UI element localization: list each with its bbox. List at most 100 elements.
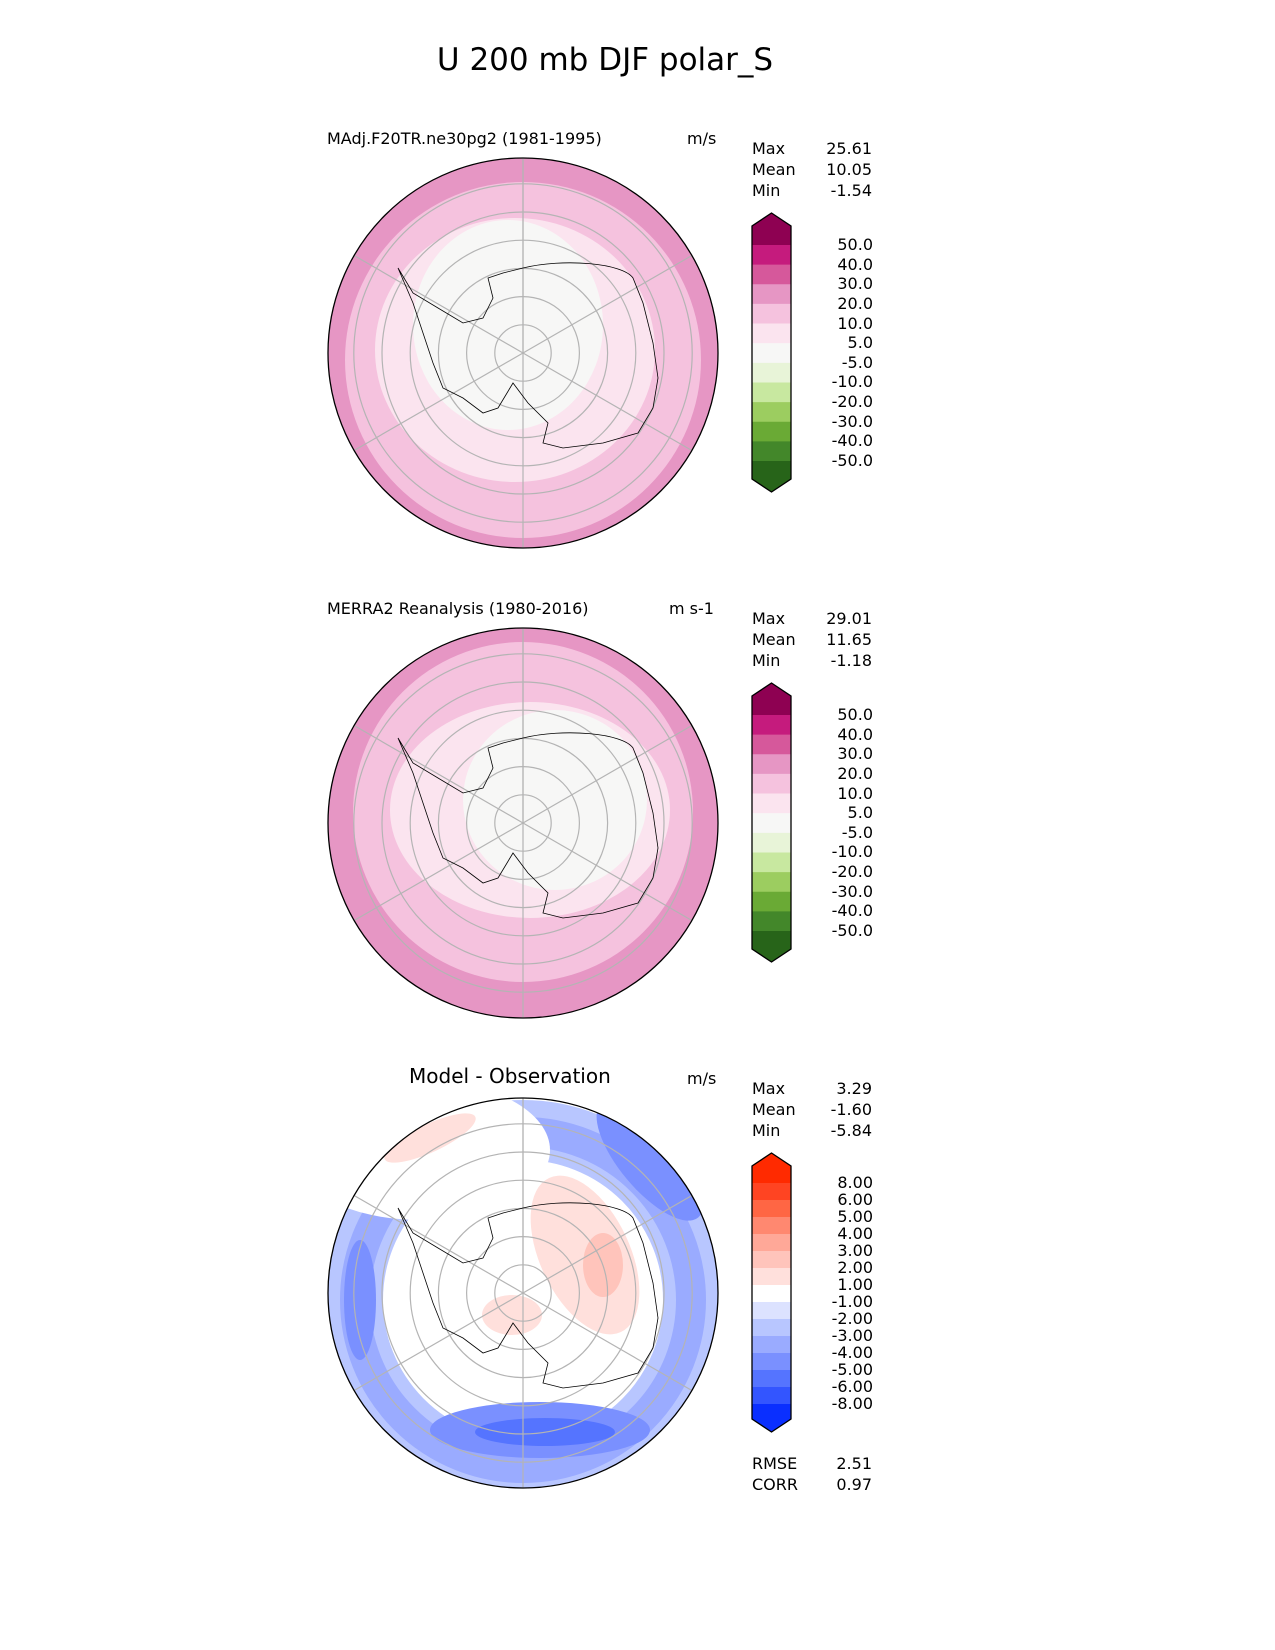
colorbar-tick-label: -30.0 (831, 411, 873, 431)
panel-2-title: MERRA2 Reanalysis (1980-2016) (327, 599, 589, 618)
max-value: 29.01 (826, 609, 872, 628)
colorbar-segment (752, 931, 791, 962)
colorbar-tick-label: 6.00 (837, 1190, 873, 1209)
colorbar-tick-label: 4.00 (837, 1224, 873, 1243)
colorbar-tick-label: 50.0 (837, 235, 873, 254)
colorbar-segment (752, 1404, 791, 1432)
colorbar-segment (752, 1302, 791, 1320)
max-label: Max (752, 139, 786, 158)
min-value: -1.18 (830, 651, 872, 670)
colorbar-segment (752, 362, 791, 383)
meridian-line (353, 822, 524, 922)
colorbar-tick-label: -40.0 (831, 901, 873, 921)
meridian-line (522, 352, 693, 452)
colorbar-segment (752, 402, 791, 423)
colorbar-segment (752, 1183, 791, 1201)
panel-1-stats: Max 25.61 Mean 10.05 Min -1.54 (752, 138, 872, 201)
rmse-label: RMSE (752, 1454, 798, 1473)
colorbar-tick-label: 1.00 (837, 1275, 873, 1294)
colorbar-tick-label: 10.0 (837, 313, 873, 333)
colorbar-tick-label: 8.00 (837, 1173, 873, 1192)
meridian-line (522, 1292, 693, 1392)
colorbar-tick-label: -10.0 (831, 372, 873, 392)
colorbar-segment (752, 303, 791, 325)
min-label: Min (752, 181, 781, 200)
panel-1-units: m/s (687, 129, 717, 148)
corr-label: CORR (752, 1475, 798, 1494)
colorbar-segment (752, 1370, 791, 1388)
max-label: Max (752, 609, 786, 628)
colorbar-tick-label: 30.0 (837, 274, 873, 294)
panel-3-metrics: RMSE 2.51 CORR 0.97 (752, 1453, 872, 1495)
colorbar-tick-label: -5.00 (831, 1360, 873, 1379)
meridian-line (353, 1194, 524, 1294)
mean-label: Mean (752, 160, 796, 179)
colorbars (751, 212, 792, 1433)
colorbar-outline (751, 682, 792, 963)
colorbar-tick-label: -8.00 (831, 1394, 873, 1413)
panel-2-stats: Max 29.01 Mean 11.65 Min -1.18 (752, 608, 872, 671)
colorbar-segment (752, 1336, 791, 1354)
colorbar-tick-label: 2.00 (837, 1258, 873, 1277)
colorbar-segment (752, 1268, 791, 1286)
colorbar-segment (752, 245, 791, 266)
mean-label: Mean (752, 1100, 796, 1119)
meridian-line (522, 1194, 693, 1294)
field-positive-blob (384, 1113, 476, 1163)
colorbar-segment (752, 683, 791, 715)
colorbar-segment (752, 773, 791, 795)
colorbar-segment (752, 911, 791, 932)
colorbar-tick-label: -6.00 (831, 1377, 873, 1396)
colorbar-tick-label: -5.0 (841, 352, 873, 372)
max-value: 25.61 (826, 139, 872, 158)
colorbar-tick-label: -50.0 (831, 451, 873, 470)
colorbar-outline (751, 212, 792, 493)
colorbar-tick-label: -4.00 (831, 1343, 873, 1362)
colorbar-segment (752, 1200, 791, 1218)
meridian-line (522, 724, 693, 824)
panel-1-title: MAdj.F20TR.ne30pg2 (1981-1995) (327, 129, 602, 148)
corr-value: 0.97 (836, 1475, 872, 1494)
colorbar-segment (752, 1234, 791, 1252)
colorbar-segment (752, 852, 791, 873)
colorbar-tick-label: 50.0 (837, 705, 873, 724)
colorbar-tick-label: -5.0 (841, 822, 873, 842)
colorbar-tick-label: 40.0 (837, 254, 873, 274)
colorbar-tick-label: -2.00 (831, 1309, 873, 1328)
colorbar-segment (752, 1285, 791, 1303)
colorbar-tick-label: -3.00 (831, 1326, 873, 1345)
colorbar-tick-label: -50.0 (831, 921, 873, 940)
colorbar-segment (752, 1153, 791, 1183)
colorbar-tick-label: -20.0 (831, 862, 873, 882)
colorbar-segment (752, 1387, 791, 1405)
colorbar-tick-label: 30.0 (837, 744, 873, 764)
mean-value: 10.05 (826, 160, 872, 179)
colorbar-segment (752, 284, 791, 305)
colorbar-segment (752, 872, 791, 893)
meridian-line (353, 254, 524, 354)
mean-value: 11.65 (826, 630, 872, 649)
colorbar-tick-label: 3.00 (837, 1241, 873, 1260)
colorbar-tick-label: -10.0 (831, 842, 873, 862)
min-value: -1.54 (830, 181, 872, 200)
map-borders (327, 157, 719, 1489)
meridian-line (353, 352, 524, 452)
colorbar-segment (752, 793, 791, 814)
colorbar-tick-label: -1.00 (831, 1292, 873, 1311)
meridian-line (353, 1292, 524, 1392)
colorbar-segment (752, 813, 791, 834)
gridlines (353, 158, 693, 1488)
panel-3-title: Model - Observation (409, 1064, 611, 1088)
colorbar-tick-label: 20.0 (837, 293, 873, 313)
field-negative-blob (344, 1240, 376, 1360)
colorbar-segment (752, 213, 791, 245)
colorbar-segment (752, 891, 791, 912)
mean-value: -1.60 (830, 1100, 872, 1119)
field-band-neutral (413, 220, 603, 430)
colorbar-segment (752, 1353, 791, 1371)
panel-3-stats: Max 3.29 Mean -1.60 Min -5.84 (752, 1078, 872, 1141)
panel-2-units: m s-1 (669, 599, 714, 618)
max-value: 3.29 (836, 1079, 872, 1098)
max-label: Max (752, 1079, 786, 1098)
